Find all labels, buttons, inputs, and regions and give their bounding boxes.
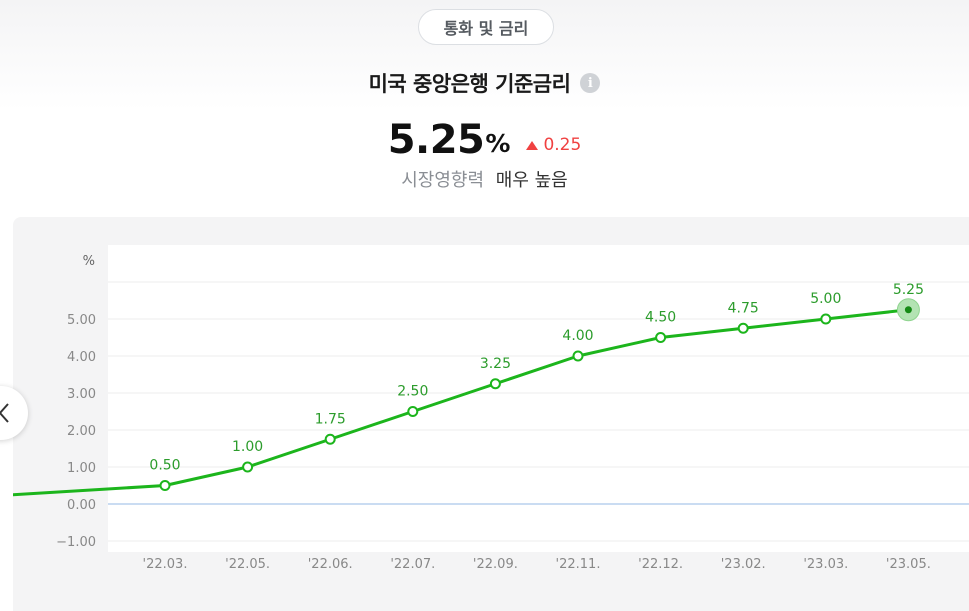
- data-point: [242, 461, 254, 473]
- y-tick-label: 2.00: [67, 424, 96, 439]
- x-tick-label: '22.03.: [143, 557, 188, 572]
- category-tab[interactable]: 통화 및 금리: [418, 9, 554, 45]
- data-point: [489, 378, 501, 390]
- x-tick-label: '23.03.: [803, 557, 848, 572]
- y-tick-label: 5.00: [67, 313, 96, 328]
- page-title: 미국 중앙은행 기준금리: [368, 72, 571, 96]
- data-label: 4.75: [728, 300, 759, 316]
- info-icon[interactable]: i: [580, 73, 601, 93]
- rate-change-value: 0.25: [543, 135, 582, 155]
- data-label: 0.50: [149, 458, 180, 474]
- y-axis-unit-label: %: [83, 254, 95, 269]
- x-tick-label: '22.11.: [556, 557, 601, 572]
- data-point: [407, 406, 419, 417]
- triangle-up-icon: [526, 140, 539, 150]
- current-rate: 5.25 % 0.25: [0, 112, 969, 164]
- data-point: [572, 350, 584, 362]
- data-point: [324, 433, 336, 445]
- data-label: 4.50: [645, 310, 676, 326]
- data-label: 3.25: [480, 356, 511, 372]
- rate-line-chart: −1.00 0.00 1.00 2.00 3.00 4.00 5.00% '22.03. '22…: [13, 245, 969, 572]
- x-tick-label: '22.12.: [638, 557, 683, 572]
- y-tick-label: 3.00: [67, 387, 96, 402]
- data-label: 5.25: [893, 282, 924, 298]
- x-tick-label: '22.06.: [308, 557, 353, 572]
- data-point: [737, 322, 749, 334]
- data-point: [904, 306, 912, 314]
- y-tick-label: 0.00: [67, 498, 96, 513]
- market-influence-value: 매우 높음: [495, 170, 568, 191]
- market-influence: 시장영향력 매우 높음: [0, 166, 969, 192]
- x-tick-label: '23.05.: [886, 557, 931, 572]
- x-tick-label: '23.02.: [721, 557, 766, 572]
- chart-panel: −1.00 0.00 1.00 2.00 3.00 4.00 5.00% '22.03. '22…: [13, 217, 969, 611]
- data-label: 2.50: [397, 384, 428, 400]
- market-influence-label: 시장영향력: [401, 170, 485, 191]
- y-tick-label: 4.00: [67, 350, 96, 365]
- data-label: 1.00: [232, 439, 263, 455]
- y-tick-label: 1.00: [67, 461, 96, 476]
- current-rate-unit: %: [485, 129, 511, 158]
- data-label: 1.75: [315, 411, 346, 427]
- chevron-left-icon: [0, 403, 9, 423]
- category-label: 통화 및 금리: [443, 19, 529, 38]
- data-point: [655, 332, 667, 343]
- data-point: [159, 480, 171, 491]
- x-tick-label: '22.05.: [225, 557, 270, 572]
- data-label: 5.00: [810, 291, 841, 307]
- y-tick-label: −1.00: [56, 535, 96, 550]
- data-point: [820, 313, 832, 325]
- title-row: 미국 중앙은행 기준금리 i: [0, 66, 969, 100]
- current-rate-value: 5.25: [387, 117, 485, 163]
- data-label: 4.00: [562, 328, 593, 344]
- x-tick-label: '22.07.: [390, 557, 435, 572]
- plot-area: [108, 245, 969, 552]
- x-tick-label: '22.09.: [473, 557, 518, 572]
- rate-change: 0.25: [526, 135, 581, 155]
